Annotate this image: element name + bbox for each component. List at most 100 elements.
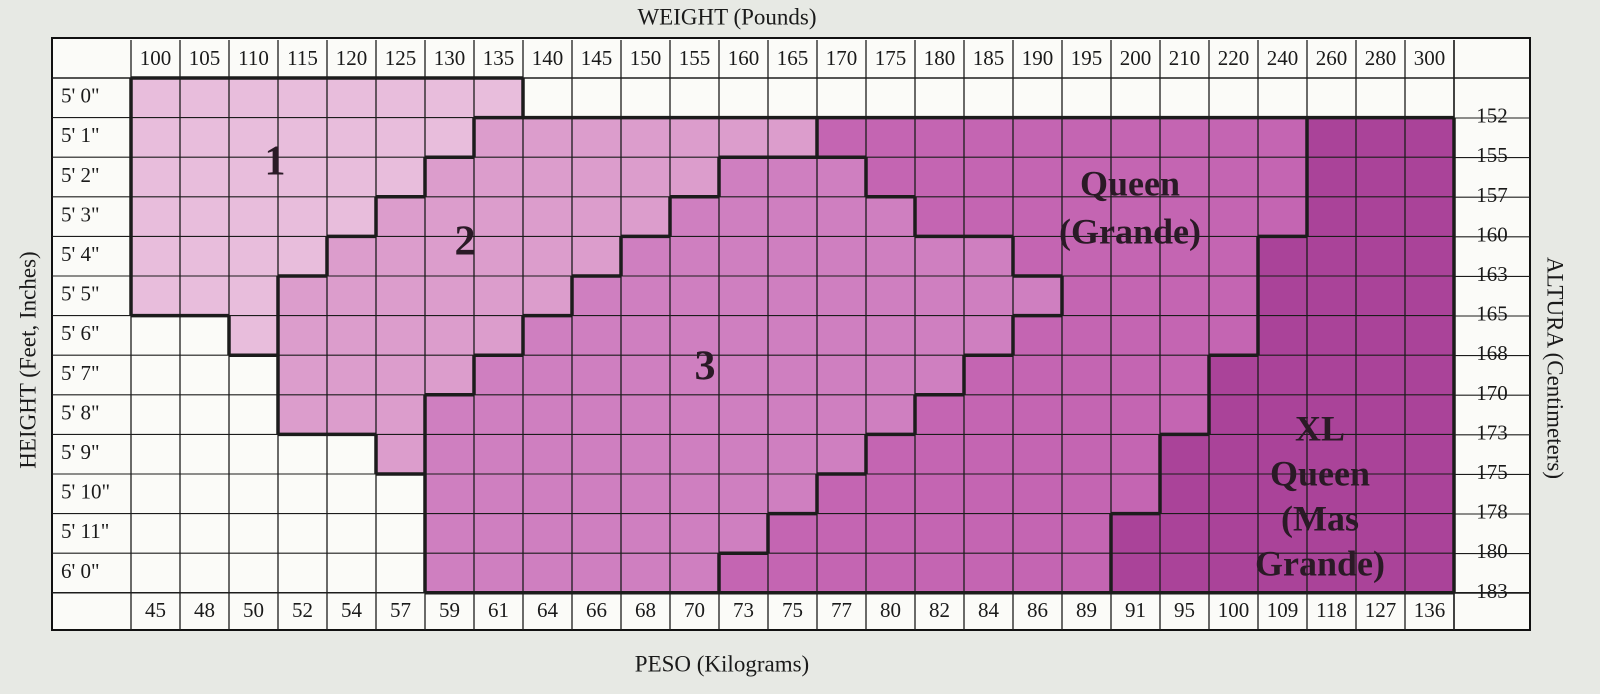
size-cell [1258, 117, 1307, 158]
size-cell [768, 236, 817, 276]
size-cell [1405, 553, 1454, 593]
height-cm-label: 178 [1476, 500, 1508, 524]
height-ft-label: 5' 5" [61, 282, 100, 306]
height-ft-label: 5' 7" [61, 361, 100, 385]
bottom-axis-title: PESO (Kilograms) [635, 651, 809, 676]
size-cell [229, 196, 278, 237]
height-ft-label: 5' 10" [61, 480, 110, 504]
weight-lb-label: 190 [1022, 46, 1054, 70]
size-cell [180, 276, 229, 316]
size-label: 1 [265, 139, 286, 185]
size-cell [915, 196, 964, 237]
weight-lb-label: 125 [385, 46, 417, 70]
size-cell [621, 394, 670, 435]
weight-lb-label: 145 [581, 46, 613, 70]
size-cell [768, 117, 817, 158]
size-cell [376, 78, 425, 118]
size-cell [964, 236, 1013, 276]
size-cell [572, 157, 621, 197]
weight-lb-label: 120 [336, 46, 368, 70]
size-cell [670, 315, 719, 356]
size-cell [1209, 276, 1258, 316]
size-cell [768, 553, 817, 593]
size-cell [719, 355, 768, 395]
size-cell [719, 117, 768, 158]
size-cell [719, 157, 768, 197]
size-cell [621, 355, 670, 395]
size-cell [866, 355, 915, 395]
size-cell [621, 513, 670, 554]
size-cell [1307, 474, 1356, 514]
size-cell [670, 355, 719, 395]
size-cell [1356, 355, 1405, 395]
size-cell [1160, 236, 1209, 276]
size-cell [1307, 315, 1356, 356]
size-cell [523, 196, 572, 237]
size-cell [817, 394, 866, 435]
size-cell [1160, 196, 1209, 237]
size-cell [425, 553, 474, 593]
size-cell [474, 196, 523, 237]
size-cell [1062, 236, 1111, 276]
size-cell [572, 513, 621, 554]
size-cell [768, 394, 817, 435]
weight-lb-label: 140 [532, 46, 564, 70]
size-cell [1013, 315, 1062, 356]
size-cell [915, 157, 964, 197]
weight-kg-label: 118 [1316, 598, 1347, 622]
size-cell [670, 513, 719, 554]
size-cell [474, 276, 523, 316]
height-cm-label: 157 [1476, 183, 1508, 207]
size-cell [1111, 434, 1160, 474]
size-cell [327, 355, 376, 395]
height-ft-label: 5' 11" [61, 519, 109, 543]
size-cell [523, 117, 572, 158]
size-cell [621, 276, 670, 316]
height-ft-label: 5' 9" [61, 440, 100, 464]
weight-kg-label: 73 [733, 598, 754, 622]
height-cm-label: 155 [1476, 143, 1508, 167]
size-cell [719, 513, 768, 554]
height-cm-label: 175 [1476, 460, 1508, 484]
size-label: Queen [1270, 453, 1370, 493]
right-axis-title: ALTURA (Centimeters) [1543, 257, 1568, 479]
weight-kg-label: 80 [880, 598, 901, 622]
size-cell [1307, 394, 1356, 435]
size-cell [1013, 474, 1062, 514]
size-cell [1258, 394, 1307, 435]
size-cell [1209, 157, 1258, 197]
size-cell [817, 474, 866, 514]
size-cell [1356, 553, 1405, 593]
size-cell [670, 394, 719, 435]
size-cell [180, 157, 229, 197]
size-cell [817, 117, 866, 158]
size-cell [1062, 474, 1111, 514]
weight-lb-label: 260 [1316, 46, 1348, 70]
weight-lb-label: 175 [875, 46, 907, 70]
size-cell [474, 315, 523, 356]
size-cell [523, 513, 572, 554]
size-cell [327, 196, 376, 237]
size-cell [768, 276, 817, 316]
height-cm-label: 160 [1476, 222, 1508, 246]
height-cm-label: 165 [1476, 302, 1508, 326]
weight-kg-label: 89 [1076, 598, 1097, 622]
size-cell [278, 196, 327, 237]
size-cell [1160, 474, 1209, 514]
size-cell [1356, 394, 1405, 435]
size-cell [1405, 196, 1454, 237]
size-cell [719, 276, 768, 316]
weight-kg-label: 70 [684, 598, 705, 622]
size-cell [425, 78, 474, 118]
size-cell [1258, 513, 1307, 554]
size-cell [1258, 236, 1307, 276]
size-cell [1160, 157, 1209, 197]
size-cell [278, 394, 327, 435]
weight-lb-label: 300 [1414, 46, 1446, 70]
size-cell [572, 315, 621, 356]
size-cell [1356, 434, 1405, 474]
weight-lb-label: 115 [287, 46, 318, 70]
left-axis-title: HEIGHT (Feet, Inches) [15, 251, 40, 468]
size-cell [621, 196, 670, 237]
